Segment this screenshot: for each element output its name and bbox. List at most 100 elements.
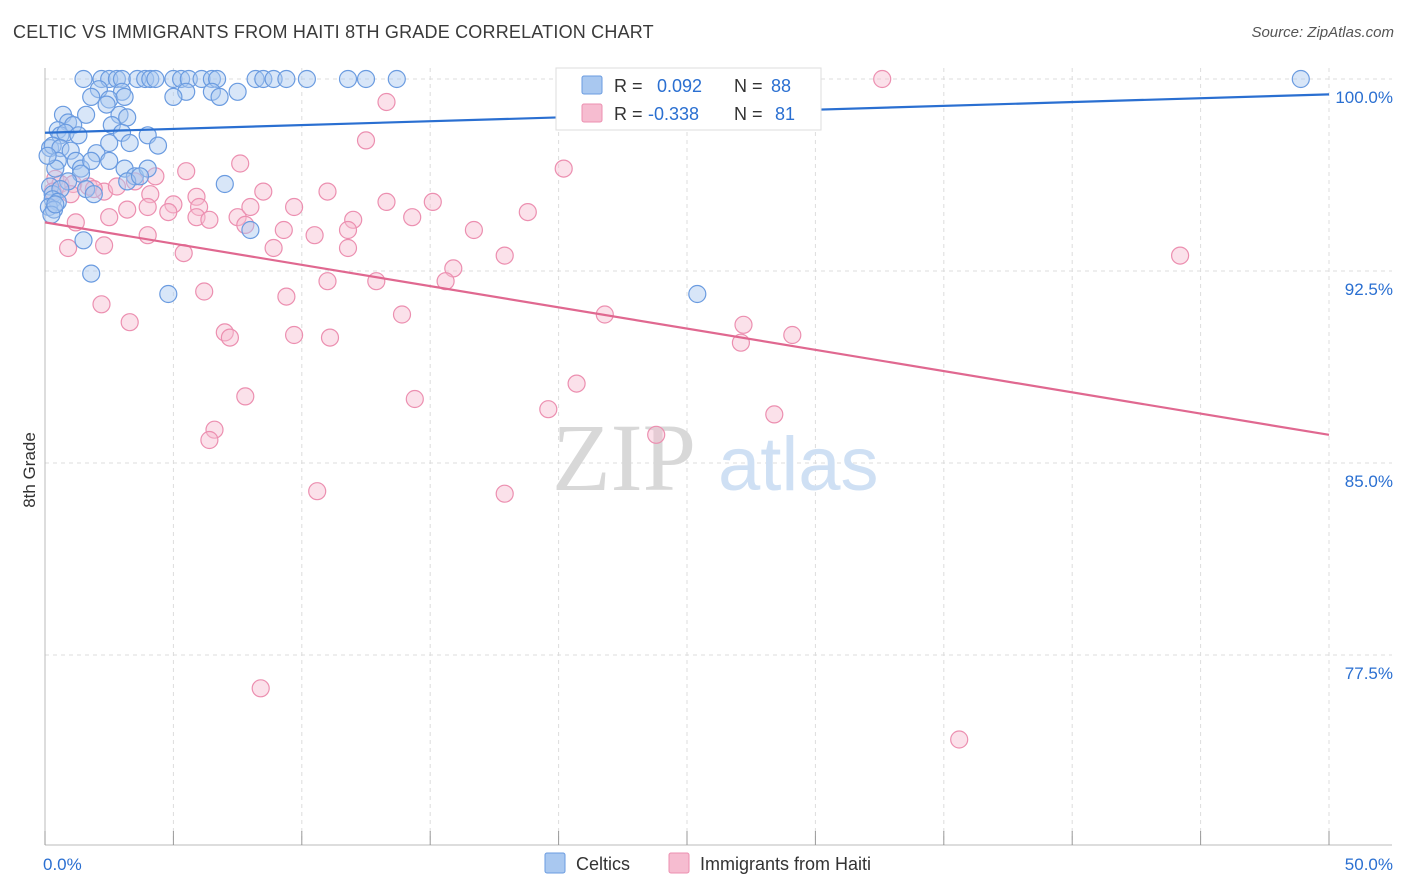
haiti-point (215, 323, 234, 342)
legend-haiti-label: Immigrants from Haiti (700, 854, 871, 874)
celtics-point (100, 151, 119, 170)
haiti-point (274, 220, 293, 240)
haiti-point (107, 177, 127, 196)
haiti-point (950, 730, 969, 749)
haiti-point (236, 387, 255, 406)
stats-r-value-haiti: -0.338 (648, 104, 699, 124)
y-tick-labels: 77.5% 85.0% 92.5% 100.0% (1335, 88, 1393, 683)
haiti-point (241, 197, 260, 217)
celtics-point (228, 82, 247, 101)
celtics-point (202, 69, 221, 89)
haiti-trend-line (44, 221, 1330, 436)
haiti-point (338, 220, 358, 240)
legend-celtics-label: Celtics (576, 854, 630, 874)
gridlines (44, 68, 1392, 845)
celtics-point (74, 69, 93, 89)
celtics-point (688, 284, 707, 304)
celtics-point (51, 126, 70, 145)
haiti-point (320, 328, 340, 347)
haiti-point (195, 282, 214, 301)
haiti-point (765, 405, 784, 424)
celtics-point (148, 136, 168, 155)
celtics-point (246, 69, 265, 89)
celtics-point (338, 69, 358, 89)
celtics-point (82, 264, 101, 283)
celtics-point (128, 69, 147, 89)
haiti-point (177, 162, 196, 181)
celtics-point (210, 87, 229, 107)
stats-legend: R = 0.092 N = 88 R = -0.338 N = 81 (555, 67, 822, 131)
celtics-point (82, 87, 101, 107)
haiti-point (251, 679, 270, 698)
haiti-point (84, 180, 103, 199)
celtics-point (387, 69, 406, 89)
celtics-point (100, 90, 119, 109)
haiti-point (495, 484, 514, 503)
watermark-atlas: atlas (718, 422, 879, 507)
haiti-point (285, 197, 304, 217)
haiti-point (200, 430, 219, 450)
haiti-point (518, 203, 537, 222)
source-label: Source: ZipAtlas.com (1251, 24, 1394, 41)
haiti-point (1170, 246, 1190, 265)
celtics-point (100, 133, 119, 153)
celtics-point (146, 69, 165, 89)
haiti-point (159, 203, 178, 222)
haiti-point (228, 208, 247, 227)
celtics-point (69, 126, 88, 145)
celtics-point (164, 69, 183, 89)
haiti-point (277, 287, 296, 306)
haiti-point (58, 238, 78, 258)
haiti-point (783, 325, 802, 345)
celtics-point (254, 69, 273, 89)
stats-legend-celtics-swatch (581, 75, 603, 95)
celtics-point (159, 284, 178, 304)
stats-n-value-celtics: 88 (771, 76, 791, 96)
haiti-point (377, 192, 396, 211)
stats-n-label-haiti: N = (734, 104, 763, 124)
haiti-point (100, 208, 119, 227)
stats-r-value-celtics: 0.092 (657, 76, 702, 96)
haiti-point (120, 313, 139, 332)
haiti-point (423, 192, 442, 211)
stats-n-value-haiti: 81 (775, 104, 795, 124)
haiti-point (200, 210, 219, 229)
x-tick-label-min: 0.0% (43, 855, 82, 874)
haiti-point (392, 305, 412, 324)
celtics-point (141, 69, 160, 89)
haiti-point (377, 92, 396, 112)
haiti-point (254, 182, 273, 201)
haiti-point (118, 200, 137, 219)
celtics-point (58, 172, 78, 191)
haiti-point (405, 389, 424, 409)
y-axis-title: 8th Grade (20, 432, 39, 508)
haiti-point (92, 295, 111, 314)
haiti-point (356, 131, 376, 150)
celtics-point (241, 220, 260, 240)
y-tick-label: 92.5% (1345, 280, 1393, 299)
legend-celtics-swatch (544, 852, 566, 874)
celtics-point (164, 87, 183, 107)
haiti-point (318, 182, 337, 201)
haiti-point (205, 420, 224, 439)
y-tick-label: 100.0% (1335, 88, 1393, 107)
celtics-point (61, 141, 80, 160)
celtics-point (136, 69, 155, 89)
watermark-zip: ZIP (552, 404, 696, 511)
haiti-point (734, 315, 753, 334)
haiti-point (146, 167, 165, 186)
haiti-point (264, 238, 283, 258)
haiti-point (285, 325, 304, 345)
y-tick-label: 77.5% (1345, 664, 1393, 683)
celtics-point (120, 133, 139, 153)
haiti-point (125, 172, 144, 191)
haiti-point (338, 238, 358, 258)
celtics-point (215, 174, 234, 194)
celtics-point (74, 231, 93, 250)
celtics-point (102, 115, 121, 135)
haiti-point (403, 208, 422, 227)
haiti-point (554, 159, 573, 178)
celtics-point (71, 159, 91, 178)
watermark: ZIP atlas (552, 404, 879, 511)
